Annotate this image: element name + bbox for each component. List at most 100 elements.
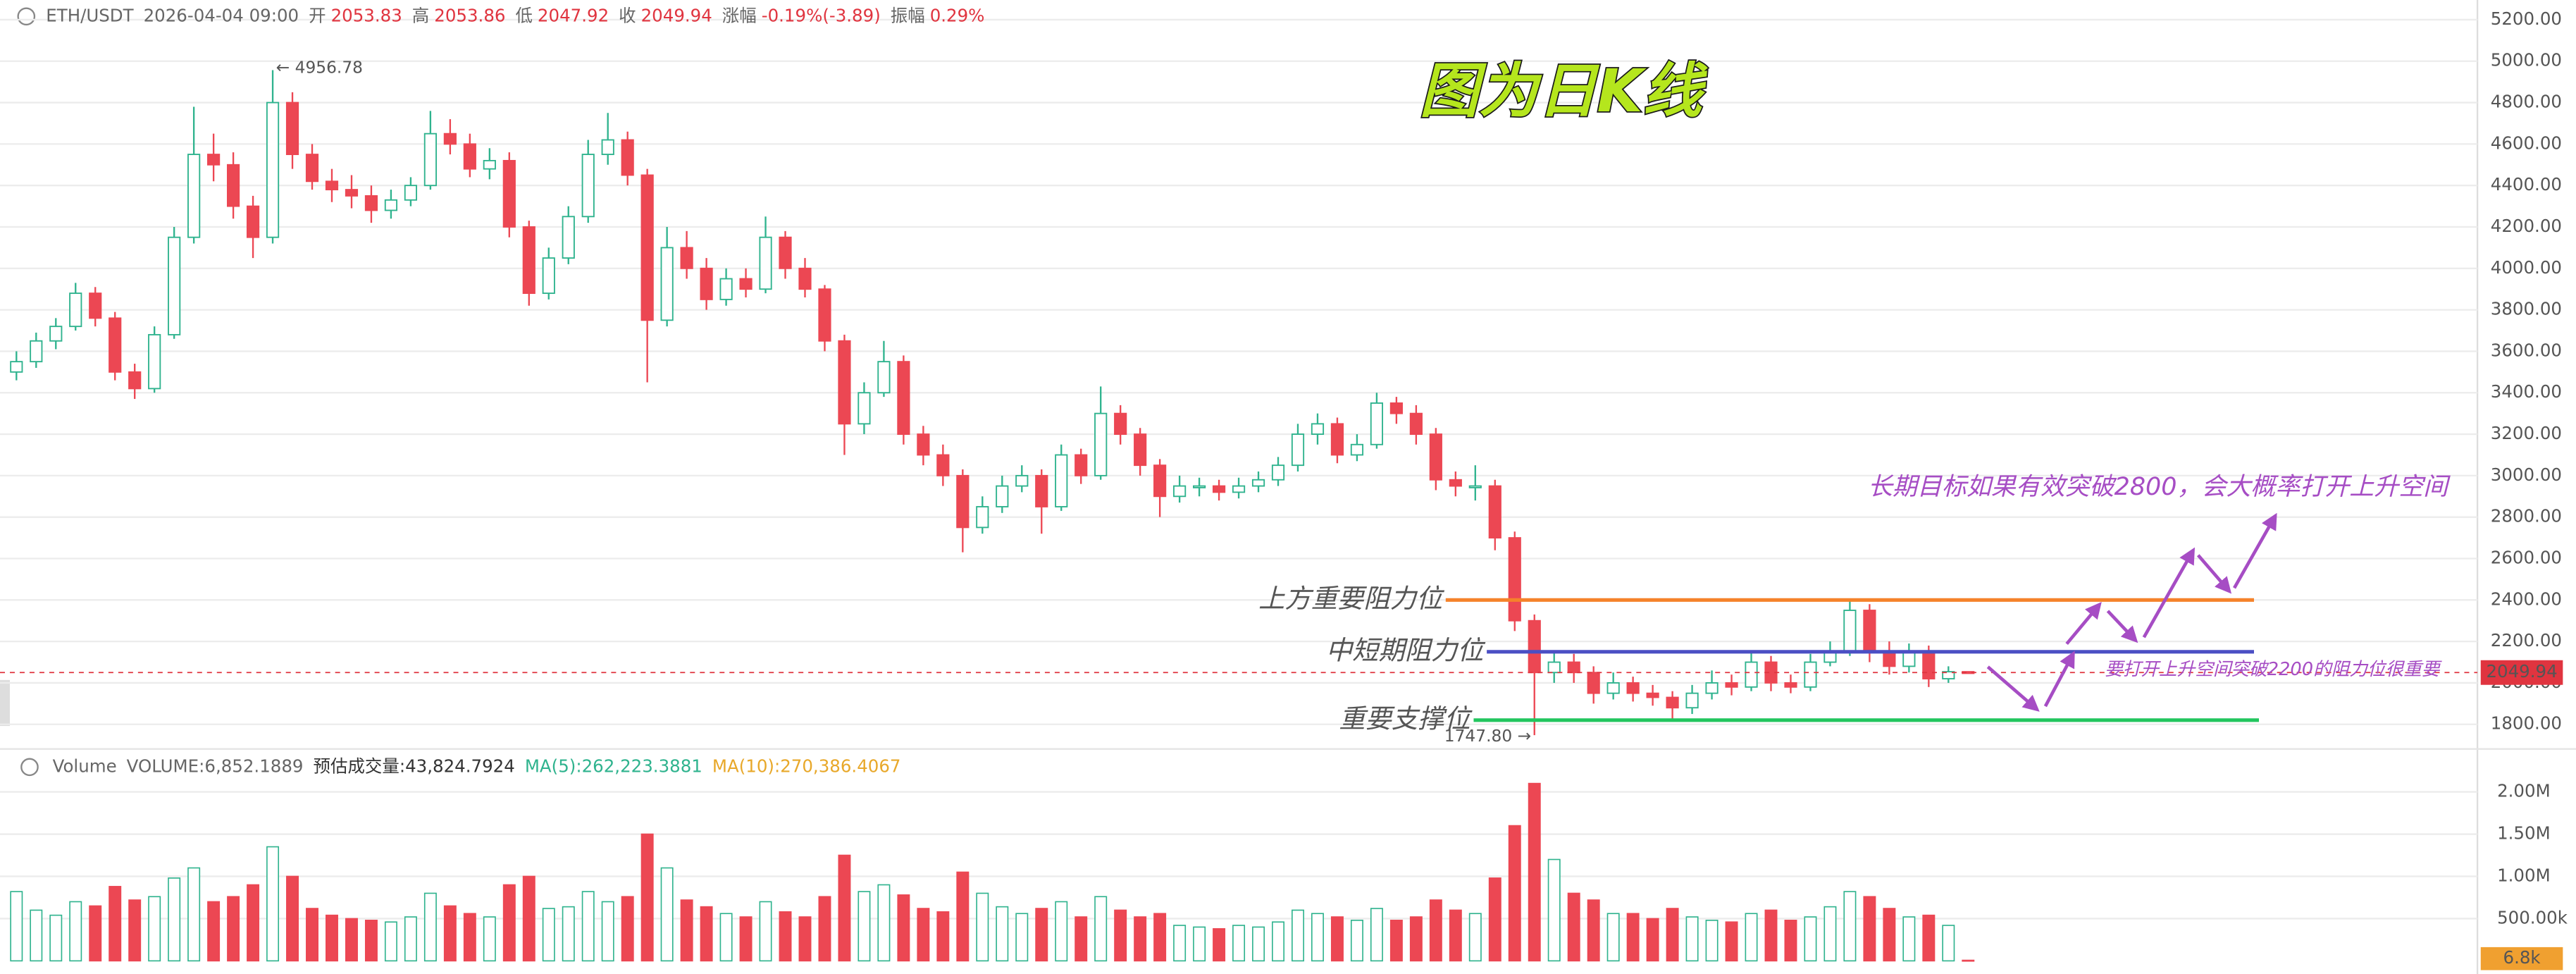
volume-tag-label: 6.8k: [2503, 947, 2541, 968]
volume-bar: [266, 846, 280, 962]
volume-bar: [1508, 825, 1521, 962]
volume-bar: [1863, 896, 1876, 962]
volume-bar: [621, 896, 634, 962]
volume-bar: [1311, 913, 1324, 962]
header-label: 开: [309, 5, 326, 25]
y-tick-label: 2600.00: [2491, 548, 2562, 568]
volume-bar: [502, 884, 516, 962]
volume-bar: [326, 914, 338, 962]
header-label: 振幅: [891, 5, 925, 25]
candle-body: [463, 143, 476, 170]
volume-bar: [207, 901, 221, 962]
volume-bar: [1330, 916, 1344, 962]
candle-body: [877, 361, 891, 394]
candle-body: [305, 154, 319, 183]
volume-bar: [1389, 919, 1403, 962]
volume-bar: [1173, 925, 1187, 962]
level-label: 中短期阻力位: [1326, 634, 1486, 665]
candle-body: [1035, 474, 1048, 507]
candle-body: [1804, 661, 1817, 688]
volume-bar: [1488, 877, 1501, 962]
volume-bar: [1213, 927, 1226, 962]
candle-body: [1745, 661, 1758, 688]
y-tick-label: 3400.00: [2491, 381, 2562, 402]
volume-bar: [1784, 919, 1797, 962]
volume-bar: [463, 913, 476, 962]
candle-body: [700, 267, 713, 300]
volume-bar: [798, 916, 812, 962]
candle-body: [1666, 696, 1679, 709]
volume-bar: [1685, 916, 1699, 962]
candle-body: [936, 454, 950, 476]
volume-bar: [996, 906, 1009, 962]
candle-body: [956, 474, 970, 529]
ma-label: MA(10):270,386.4067: [712, 756, 901, 776]
volume-bar: [1725, 921, 1738, 962]
candle-body: [404, 185, 418, 201]
volume-bar: [857, 891, 871, 962]
candle-body: [1251, 479, 1265, 487]
candle-body: [1725, 682, 1738, 688]
volume-bar: [423, 892, 437, 962]
volume-bar: [522, 875, 535, 962]
candle-body: [89, 292, 102, 319]
volume-bar: [1804, 916, 1817, 962]
volume-bar: [1449, 909, 1462, 962]
y-tick-label: 2400.00: [2491, 588, 2562, 609]
candle-body: [1350, 443, 1364, 456]
candle-body: [483, 159, 496, 170]
last-price-tag: [2480, 660, 2563, 685]
candle-body: [1902, 651, 1916, 667]
candle-body: [1389, 402, 1403, 414]
candle-body: [1173, 485, 1187, 498]
header-value: -0.19%(-3.89): [762, 5, 881, 25]
candle-body: [838, 340, 851, 425]
volume-bar: [1547, 858, 1561, 962]
side-handle[interactable]: [0, 679, 10, 727]
volume-bar: [384, 921, 397, 962]
y-tick-label: 4600.00: [2491, 132, 2562, 153]
volume-bar: [345, 918, 358, 962]
candle-body: [1646, 692, 1659, 698]
collapse-icon[interactable]: [20, 758, 39, 777]
y-tick-label: 3800.00: [2491, 299, 2562, 319]
candle-body: [522, 226, 535, 295]
y-tick-label: 2800.00: [2491, 506, 2562, 526]
chart-title: 图为日K线: [1420, 56, 1709, 125]
volume-bar: [148, 896, 161, 962]
candle-body: [1429, 433, 1442, 481]
collapse-icon[interactable]: [17, 7, 36, 26]
candle-body: [621, 139, 634, 176]
candle-body: [148, 333, 161, 390]
level-label: 上方重要阻力位: [1258, 583, 1445, 614]
candle-body: [1922, 651, 1936, 679]
volume-bar: [364, 919, 378, 962]
volume-bar: [404, 916, 417, 962]
volume-bar: [1764, 909, 1778, 962]
volume-bar: [1587, 899, 1600, 962]
volume-bar: [109, 886, 122, 962]
volume-bar: [1193, 926, 1206, 962]
y-tick-label: 5000.00: [2491, 50, 2562, 70]
candle-body: [818, 288, 831, 342]
volume-estimate: 预估成交量:43,824.7924: [314, 756, 515, 776]
volume-bar: [917, 908, 930, 962]
candle-body: [1134, 433, 1147, 467]
candle-body: [1370, 402, 1384, 445]
y-tick-label: 1800.00: [2491, 713, 2562, 734]
candle-body: [69, 292, 82, 328]
volume-bar: [1528, 782, 1541, 962]
candle-body: [423, 132, 437, 187]
volume-bar: [739, 916, 753, 962]
candle-body: [1488, 485, 1501, 539]
volume-bar: [700, 906, 713, 962]
candle-body: [226, 164, 240, 207]
volume-label: VOLUME:6,852.1889: [127, 756, 304, 776]
candle-body: [1784, 682, 1797, 688]
candle-body: [128, 371, 142, 390]
candle-body: [207, 154, 221, 166]
volume-bar: [1883, 908, 1896, 962]
volume-bar: [1292, 909, 1304, 962]
volume-bar: [1114, 909, 1127, 962]
y-tick-label: 3000.00: [2491, 464, 2562, 485]
